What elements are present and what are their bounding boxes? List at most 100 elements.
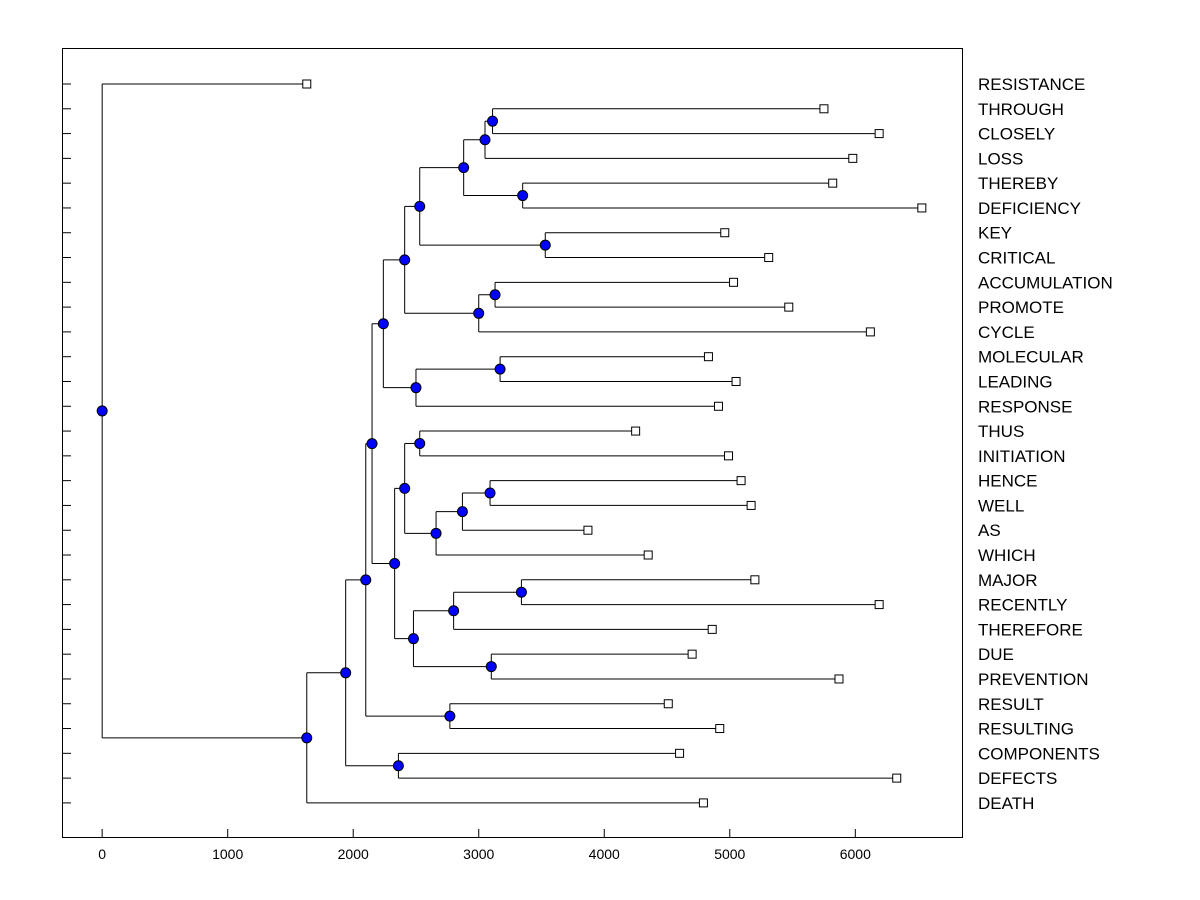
leaf-marker — [784, 302, 794, 312]
leaf-marker — [819, 104, 829, 114]
leaf-marker — [707, 624, 717, 634]
leaf-label: RESULTING — [978, 720, 1074, 739]
leaf-marker — [631, 426, 641, 436]
merge-node — [494, 363, 506, 375]
merge-node — [484, 487, 496, 499]
leaf-label: WHICH — [978, 546, 1036, 565]
leaf-label: PREVENTION — [978, 670, 1089, 689]
x-tick-label: 5000 — [714, 846, 745, 862]
leaf-markers — [302, 79, 927, 808]
merge-node — [301, 732, 313, 744]
leaf-label: ACCUMULATION — [978, 273, 1113, 292]
merge-node — [456, 506, 468, 518]
merge-node — [96, 405, 108, 417]
leaf-label: RESPONSE — [978, 397, 1072, 416]
leaf-marker — [834, 674, 844, 684]
merge-node — [366, 438, 378, 450]
merge-node — [399, 482, 411, 494]
plot-frame — [62, 48, 963, 838]
merge-node — [444, 710, 456, 722]
x-tick-label: 6000 — [840, 846, 871, 862]
leaf-label: DEFECTS — [978, 769, 1057, 788]
leaf-marker — [892, 773, 902, 783]
leaf-marker — [828, 178, 838, 188]
x-axis: 0 1000 2000 3000 4000 5000 6000 — [98, 829, 871, 862]
leaf-marker — [715, 724, 725, 734]
leaf-labels: RESISTANCE THROUGH CLOSELY LOSS THEREBY DEFIC… — [978, 75, 1113, 813]
leaf-label: THEREBY — [978, 174, 1058, 193]
branch-lines — [101, 83, 922, 804]
leaf-label: THUS — [978, 422, 1024, 441]
leaf-marker — [663, 699, 673, 709]
merge-node — [458, 162, 470, 174]
leaf-marker — [874, 129, 884, 139]
leaf-marker — [302, 79, 312, 89]
leaf-label: CRITICAL — [978, 249, 1055, 268]
merge-node — [515, 586, 527, 598]
merge-node — [340, 667, 352, 679]
x-tick-label: 1000 — [212, 846, 243, 862]
leaf-label: MOLECULAR — [978, 348, 1084, 367]
merge-node — [377, 318, 389, 330]
leaf-label: INITIATION — [978, 447, 1066, 466]
y-tick-marks — [62, 83, 71, 804]
merge-node — [479, 134, 491, 146]
leaf-marker — [724, 451, 734, 461]
x-tick-label: 3000 — [463, 846, 494, 862]
merge-node — [489, 289, 501, 301]
leaf-marker — [731, 376, 741, 386]
leaf-marker — [746, 500, 756, 510]
merge-node — [410, 382, 422, 394]
leaf-label: THEREFORE — [978, 620, 1083, 639]
leaf-label: DUE — [978, 645, 1014, 664]
leaf-label: CLOSELY — [978, 125, 1055, 144]
leaf-label: CYCLE — [978, 323, 1035, 342]
leaf-marker — [736, 476, 746, 486]
leaf-marker — [729, 277, 739, 287]
merge-node — [473, 307, 485, 319]
merge-node — [485, 661, 497, 673]
leaf-marker — [583, 525, 593, 535]
merge-node — [487, 115, 499, 127]
merge-node — [414, 437, 426, 449]
leaf-label: MAJOR — [978, 571, 1038, 590]
leaf-marker — [720, 228, 730, 238]
leaf-marker — [703, 352, 713, 362]
merge-node — [360, 574, 372, 586]
x-tick-label: 4000 — [589, 846, 620, 862]
leaf-label: LOSS — [978, 149, 1023, 168]
leaf-label: KEY — [978, 224, 1012, 243]
x-tick-label: 2000 — [338, 846, 369, 862]
leaf-label: PROMOTE — [978, 298, 1064, 317]
leaf-marker — [713, 401, 723, 411]
leaf-marker — [675, 748, 685, 758]
leaf-marker — [698, 798, 708, 808]
leaf-label: HENCE — [978, 472, 1038, 491]
leaf-marker — [750, 575, 760, 585]
leaf-marker — [848, 153, 858, 163]
merge-node — [389, 558, 401, 570]
leaf-marker — [764, 253, 774, 263]
merge-node — [407, 633, 419, 645]
merge-node — [517, 190, 529, 202]
leaf-marker — [865, 327, 875, 337]
leaf-label: COMPONENTS — [978, 744, 1100, 763]
x-tick-label: 0 — [98, 846, 106, 862]
merge-node — [430, 527, 442, 539]
leaf-marker — [874, 600, 884, 610]
leaf-label: THROUGH — [978, 100, 1064, 119]
leaf-label: DEFICIENCY — [978, 199, 1081, 218]
merge-node — [399, 254, 411, 266]
leaf-label: LEADING — [978, 372, 1053, 391]
merge-node — [448, 605, 460, 617]
leaf-label: WELL — [978, 496, 1024, 515]
merge-node — [392, 760, 404, 772]
leaf-marker — [687, 649, 697, 659]
leaf-label: RECENTLY — [978, 596, 1067, 615]
leaf-marker — [643, 550, 653, 560]
leaf-label: RESULT — [978, 695, 1044, 714]
merge-nodes — [96, 115, 551, 772]
leaf-marker — [917, 203, 927, 213]
leaf-label: RESISTANCE — [978, 75, 1085, 94]
